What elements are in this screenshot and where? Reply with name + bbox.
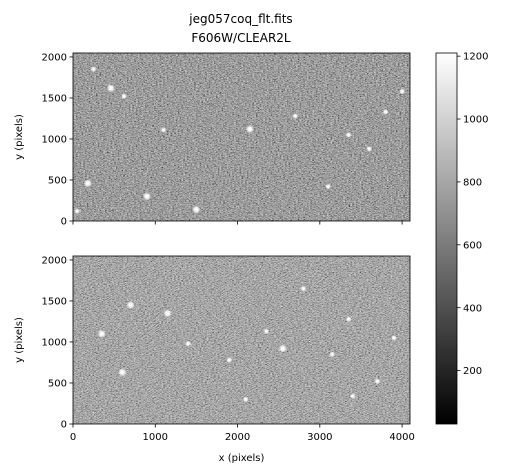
image-noise — [73, 256, 410, 424]
colorbar-tick-label: 1200 — [463, 52, 488, 63]
colorbar: 200 400 600 800 1000 1200 — [435, 52, 488, 425]
x-tick-label: 0 — [70, 432, 76, 443]
colorbar-ticks: 200 400 600 800 1000 1200 — [457, 52, 488, 377]
y-tick-label: 0 — [61, 420, 67, 431]
axes-frame — [72, 52, 411, 222]
bright-source — [226, 357, 233, 363]
colorbar-tick-label: 800 — [463, 178, 482, 189]
x-tick-label: 1000 — [143, 432, 168, 443]
bright-source — [126, 300, 135, 310]
bright-source — [118, 368, 127, 377]
bright-source — [74, 208, 81, 215]
colorbar-tick-label: 1000 — [463, 115, 488, 126]
y-tick-label: 0 — [61, 217, 67, 228]
bright-source — [192, 205, 201, 214]
bright-source — [83, 179, 93, 188]
y-axis-label: y (pixels) — [14, 114, 25, 160]
bright-source — [242, 396, 249, 403]
bright-source — [300, 285, 307, 292]
y-tick-label: 500 — [48, 379, 67, 390]
bright-source — [160, 126, 167, 133]
bright-source — [329, 351, 336, 358]
bright-source — [325, 183, 332, 190]
y-tick-label: 500 — [48, 176, 67, 187]
x-tick-label: 3000 — [307, 432, 332, 443]
x-tick-label: 4000 — [389, 432, 414, 443]
panels: 0 500 1000 1500 2000 y (pixels) 0 1000 2000 3000 4… — [14, 53, 415, 464]
bright-source — [185, 340, 192, 347]
bright-source — [366, 145, 373, 152]
bright-source — [90, 66, 97, 73]
chart-subtitle: F606W/CLEAR2L — [191, 31, 291, 45]
bright-source — [263, 328, 270, 335]
bright-source — [349, 393, 356, 400]
x-axis-label: x (pixels) — [219, 453, 265, 464]
bright-source — [278, 344, 287, 353]
bright-source — [390, 334, 397, 341]
bright-source — [97, 329, 107, 338]
bright-source — [345, 131, 352, 138]
y-tick-label: 1500 — [42, 94, 67, 105]
colorbar-gradient — [436, 53, 457, 424]
colorbar-tick-label: 200 — [463, 366, 482, 377]
bright-source — [121, 93, 127, 100]
bright-source — [292, 113, 299, 119]
bright-source — [374, 378, 381, 385]
y-tick-label: 2000 — [42, 53, 67, 64]
y-tick-label: 1000 — [42, 338, 67, 349]
bright-source — [245, 124, 255, 134]
bright-source — [345, 316, 352, 322]
bright-source — [382, 108, 389, 115]
panel-2: 0 1000 2000 3000 4000 0 500 1000 1500 2000 y (pixe… — [14, 256, 415, 464]
bright-sources — [97, 285, 397, 403]
axes-frame — [72, 255, 411, 425]
bright-source — [106, 83, 116, 93]
panel-1: 0 500 1000 1500 2000 y (pixels) — [14, 52, 411, 228]
bright-source — [163, 309, 172, 318]
y-tick-label: 1500 — [42, 297, 67, 308]
colorbar-tick-label: 600 — [463, 240, 482, 251]
chart-title: jeg057coq_flt.fits — [188, 12, 292, 26]
bright-source — [399, 88, 406, 95]
colorbar-tick-label: 400 — [463, 303, 482, 314]
bright-sources — [74, 66, 406, 215]
colorbar-frame — [435, 52, 458, 425]
y-axis-label: y (pixels) — [14, 317, 25, 363]
y-tick-label: 2000 — [42, 256, 67, 267]
image-noise — [73, 53, 410, 221]
x-tick-label: 2000 — [225, 432, 250, 443]
y-tick-label: 1000 — [42, 135, 67, 146]
bright-source — [142, 192, 152, 201]
